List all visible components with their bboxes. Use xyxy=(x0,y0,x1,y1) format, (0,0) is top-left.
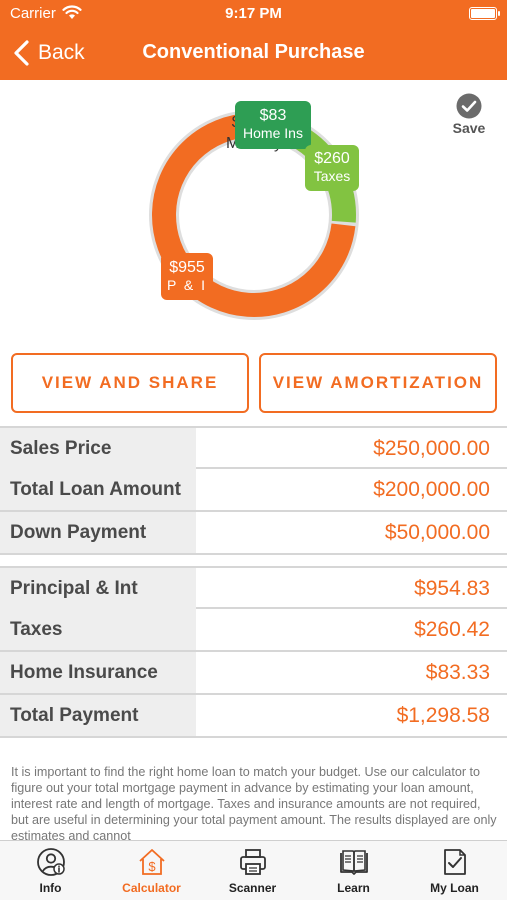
row-value: $200,000.00 xyxy=(373,478,490,501)
tab-learn[interactable]: Learn xyxy=(303,841,404,900)
row-label: Home Insurance xyxy=(0,652,196,693)
row-label: Principal & Int xyxy=(0,568,196,609)
info-user-icon xyxy=(36,848,65,876)
back-button[interactable]: Back xyxy=(12,38,85,68)
table-row: Taxes $260.42 xyxy=(0,609,507,652)
table-row: Principal & Int $954.83 xyxy=(0,566,507,609)
taxes-tag-label: Taxes xyxy=(313,168,351,184)
calculator-house-icon: $ xyxy=(138,849,165,875)
row-label: Total Payment xyxy=(0,695,196,736)
tab-label: Scanner xyxy=(228,881,277,895)
document-check-icon xyxy=(443,849,466,875)
row-value: $250,000.00 xyxy=(373,437,490,460)
battery-icon xyxy=(469,7,500,20)
table-row: Sales Price $250,000.00 xyxy=(0,426,507,469)
loan-table: Sales Price $250,000.00 Total Loan Amoun… xyxy=(0,426,507,555)
table-row: Home Insurance $83.33 xyxy=(0,652,507,695)
clock: 9:17 PM xyxy=(225,5,282,22)
tab-info[interactable]: Info xyxy=(0,841,101,900)
home-ins-tag-value: $83 xyxy=(259,107,287,124)
row-label: Down Payment xyxy=(0,512,196,553)
table-row: Down Payment $50,000.00 xyxy=(0,512,507,555)
pi-tag: $955 P & I xyxy=(161,253,213,300)
row-label: Taxes xyxy=(0,609,196,650)
view-amortization-button[interactable]: VIEW AMORTIZATION xyxy=(259,353,497,413)
nav-bar: Back Conventional Purchase xyxy=(0,28,507,80)
taxes-tag-value: $260 xyxy=(314,150,350,167)
view-and-share-button[interactable]: VIEW AND SHARE xyxy=(11,353,249,413)
back-label: Back xyxy=(38,41,85,64)
printer-icon xyxy=(239,849,266,875)
tab-label: My Loan xyxy=(430,881,479,895)
svg-text:$: $ xyxy=(148,859,156,874)
home-ins-tag-label: Home Ins xyxy=(243,125,303,141)
wifi-icon xyxy=(62,5,82,19)
save-label: Save xyxy=(452,120,486,136)
tab-label: Learn xyxy=(337,881,370,895)
tab-bar: Info $ Calculator Scanner Learn xyxy=(0,840,507,900)
tab-my-loan[interactable]: My Loan xyxy=(404,841,505,900)
pi-tag-value: $955 xyxy=(169,259,205,276)
status-bar: Carrier 9:17 PM xyxy=(0,0,507,28)
row-label: Sales Price xyxy=(0,428,196,469)
disclaimer-text: It is important to find the right home l… xyxy=(11,765,497,840)
row-value: $954.83 xyxy=(414,577,490,600)
row-value: $260.42 xyxy=(414,618,490,641)
tab-label: Calculator xyxy=(122,881,181,895)
row-value: $83.33 xyxy=(425,661,490,684)
tab-label: Info xyxy=(39,881,62,895)
table-row: Total Loan Amount $200,000.00 xyxy=(0,469,507,512)
row-value: $1,298.58 xyxy=(396,704,490,727)
row-label: Total Loan Amount xyxy=(0,469,196,510)
payment-table: Principal & Int $954.83 Taxes $260.42 Ho… xyxy=(0,566,507,738)
save-button[interactable]: Save xyxy=(446,93,492,136)
taxes-tag: $260 Taxes xyxy=(305,145,359,191)
tab-calculator[interactable]: $ Calculator xyxy=(101,841,202,900)
pi-tag-label: P & I xyxy=(166,277,208,293)
checkmark-circle-icon xyxy=(456,93,482,119)
home-ins-tag: $83 Home Ins xyxy=(235,101,311,149)
row-value: $50,000.00 xyxy=(384,521,490,544)
tab-scanner[interactable]: Scanner xyxy=(202,841,303,900)
book-icon xyxy=(339,850,368,875)
table-row: Total Payment $1,298.58 xyxy=(0,695,507,738)
chevron-left-icon xyxy=(14,40,29,66)
carrier-label: Carrier xyxy=(10,5,56,22)
